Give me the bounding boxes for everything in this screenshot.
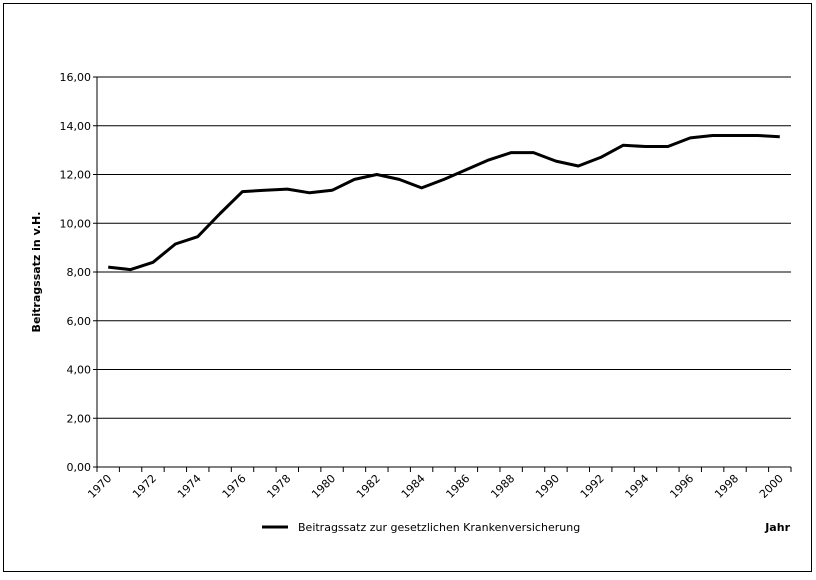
x-tick-label: 1982 (354, 472, 383, 501)
y-tick-label: 8,00 (67, 266, 92, 279)
x-tick-label: 1990 (533, 472, 562, 501)
x-tick-label: 1988 (488, 472, 517, 501)
y-tick-label: 2,00 (67, 412, 92, 425)
x-tick-label: 2000 (757, 472, 786, 501)
x-tick-label: 1972 (130, 472, 159, 501)
data-line (108, 134, 780, 272)
x-tick-label: 1976 (220, 472, 249, 501)
x-tick-label: 1978 (264, 472, 293, 501)
x-tick-label: 1994 (623, 472, 652, 501)
y-tick-label: 12,00 (60, 169, 92, 182)
x-tick-label: 1980 (309, 472, 338, 501)
y-tick-label: 14,00 (60, 120, 92, 133)
x-tick-label: 1984 (399, 472, 428, 501)
y-tick-label: 4,00 (67, 364, 92, 377)
y-tick-label: 0,00 (67, 461, 92, 474)
legend-label: Beitragssatz zur gesetzlichen Krankenver… (298, 521, 580, 534)
x-tick-label: 1974 (175, 472, 204, 501)
x-tick-label: 1998 (712, 472, 741, 501)
x-tick-label: 1996 (667, 472, 696, 501)
x-tick-label: 1992 (578, 472, 607, 501)
y-tick-label: 10,00 (60, 217, 92, 230)
x-tick-label: 1970 (85, 472, 114, 501)
y-tick-label: 6,00 (67, 315, 92, 328)
frame (3, 3, 812, 572)
y-axis-label: Beitragssatz in v.H. (30, 212, 43, 333)
y-tick-label: 16,00 (60, 71, 92, 84)
x-axis-label: Jahr (764, 521, 790, 534)
x-tick-label: 1986 (444, 472, 473, 501)
